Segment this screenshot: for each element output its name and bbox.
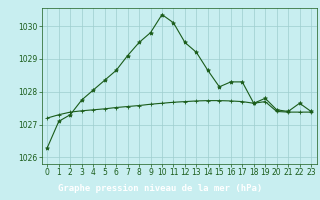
Text: Graphe pression niveau de la mer (hPa): Graphe pression niveau de la mer (hPa) xyxy=(58,184,262,193)
